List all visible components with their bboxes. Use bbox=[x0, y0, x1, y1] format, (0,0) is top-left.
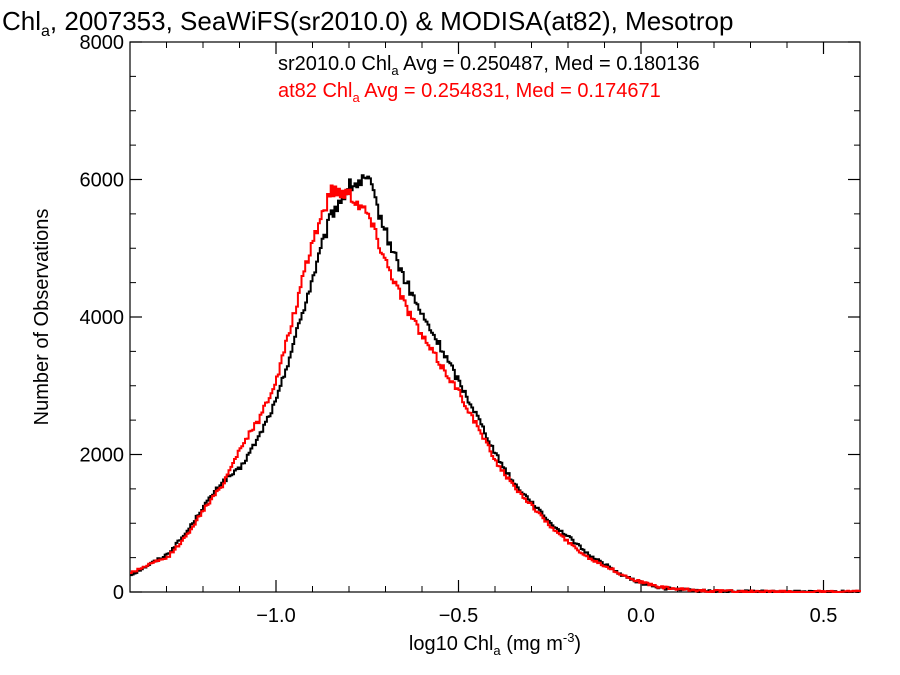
y-tick-label: 2000 bbox=[80, 445, 125, 467]
x-axis-label: log10 Chla (mg m-3) bbox=[409, 630, 581, 658]
y-tick-label: 4000 bbox=[80, 307, 125, 329]
series-line-at82 bbox=[130, 184, 861, 593]
x-tick-label: 0.0 bbox=[627, 605, 655, 627]
y-tick-label: 8000 bbox=[80, 32, 125, 54]
legend-entry-at82: at82 Chla Avg = 0.254831, Med = 0.174671 bbox=[278, 80, 661, 105]
y-tick-label: 6000 bbox=[80, 170, 125, 192]
y-axis: 0 2000 4000 6000 8000 bbox=[80, 32, 860, 604]
series-layer bbox=[130, 174, 861, 593]
x-axis: −1.0 −0.5 0.0 0.5 bbox=[129, 42, 861, 627]
x-tick-label: 0.5 bbox=[810, 605, 838, 627]
x-tick-label: −1.0 bbox=[256, 605, 295, 627]
y-axis-label: Number of Observations bbox=[31, 209, 53, 426]
series-line-sr2010 bbox=[130, 174, 861, 593]
plot-frame bbox=[129, 41, 861, 593]
x-tick-label: −0.5 bbox=[439, 605, 478, 627]
legend-entry-sr2010: sr2010.0 Chla Avg = 0.250487, Med = 0.18… bbox=[278, 53, 700, 78]
y-tick-label: 0 bbox=[113, 582, 124, 604]
chart-title: Chla, 2007353, SeaWiFS(sr2010.0) & MODIS… bbox=[2, 6, 733, 40]
